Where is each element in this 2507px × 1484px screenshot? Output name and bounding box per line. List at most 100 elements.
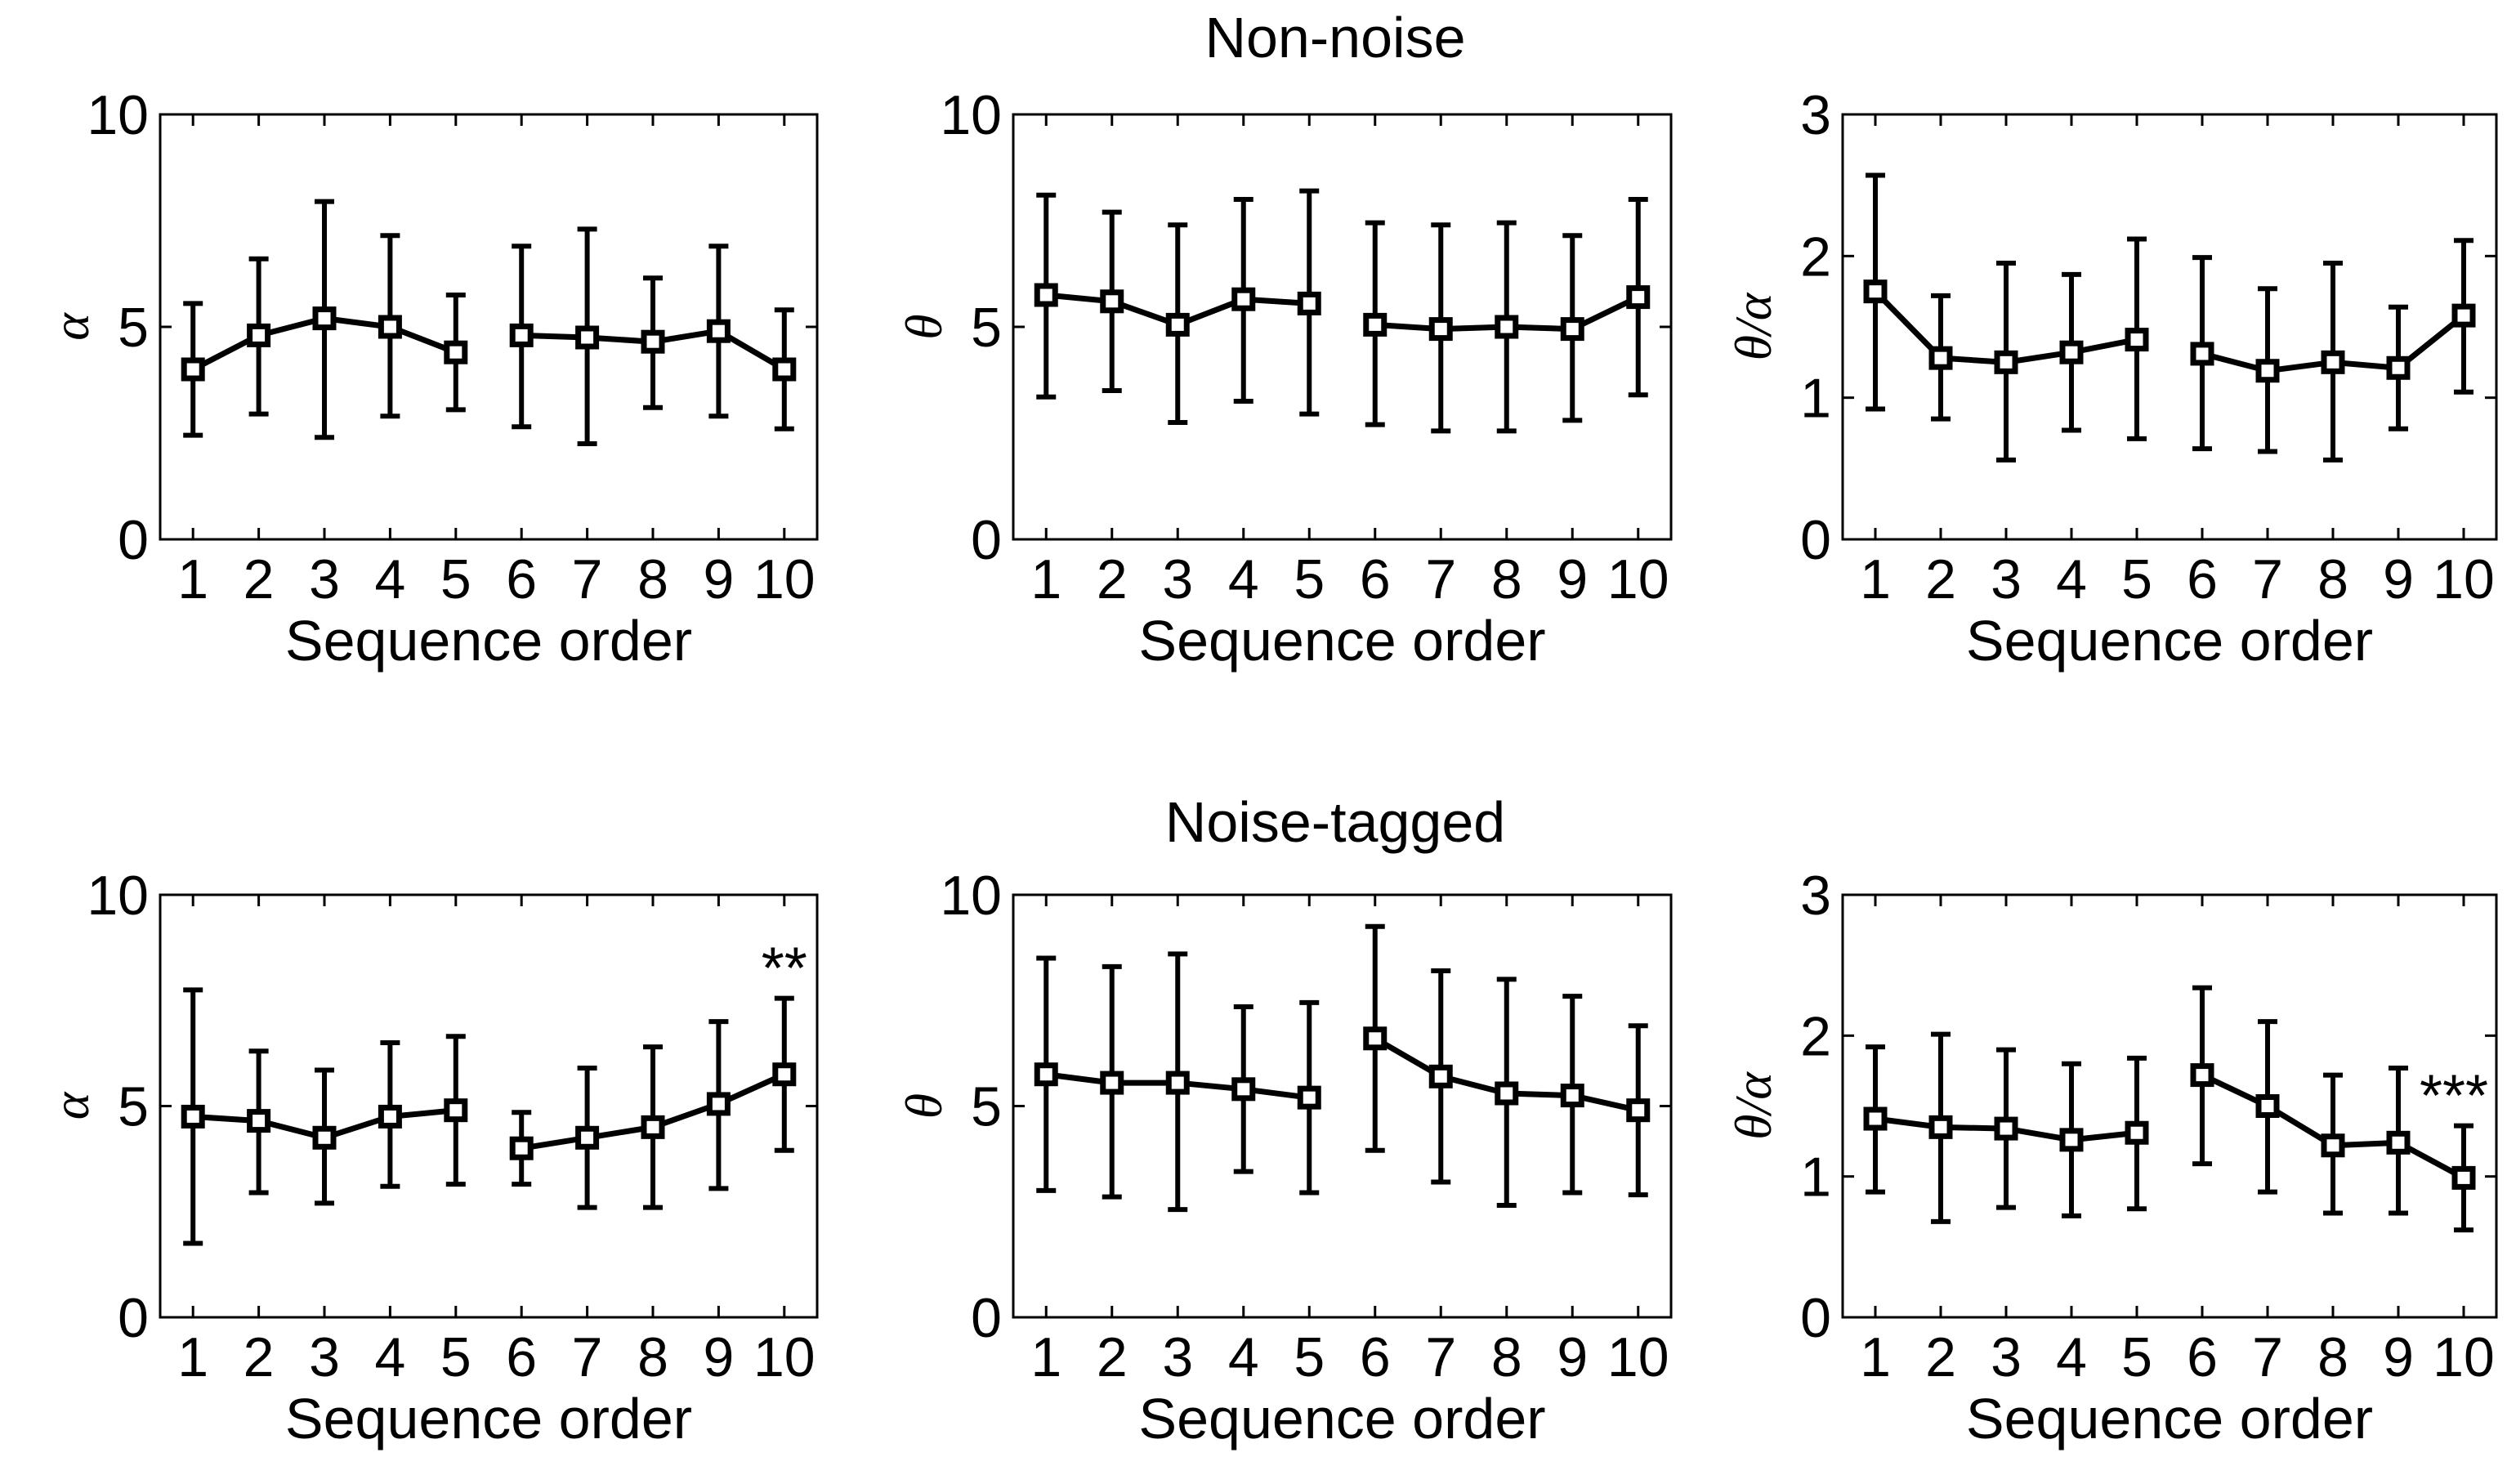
x-axis-label: Sequence order [285, 609, 692, 673]
x-tick-label: 9 [2383, 548, 2414, 610]
x-tick-label: 8 [2317, 1326, 2348, 1388]
y-tick-label: 0 [1800, 1287, 1831, 1349]
data-point [575, 325, 600, 350]
data-point [1428, 1064, 1453, 1088]
y-tick-label: 3 [1800, 84, 1831, 146]
x-tick-label: 3 [1162, 548, 1193, 610]
data-point [181, 357, 205, 382]
data-point [444, 340, 468, 364]
data-point [1231, 287, 1256, 311]
data-point [706, 1092, 731, 1116]
data-point [2059, 1128, 2084, 1152]
x-tick-label: 10 [2433, 548, 2495, 610]
data-point [1560, 317, 1584, 342]
data-point [1363, 1026, 1388, 1051]
x-tick-label: 2 [244, 548, 275, 610]
x-tick-label: 6 [506, 1326, 537, 1388]
x-tick-label: 1 [1860, 548, 1891, 610]
x-tick-label: 5 [2121, 1326, 2152, 1388]
data-point [1297, 291, 1321, 315]
x-tick-label: 8 [637, 548, 668, 610]
significance-annotation: ** [762, 936, 807, 1002]
y-axis-label: θ [895, 314, 953, 339]
y-tick-label: 1 [1800, 1147, 1831, 1209]
x-tick-label: 5 [1294, 548, 1325, 610]
x-tick-label: 1 [1030, 548, 1061, 610]
data-point [509, 1136, 534, 1160]
x-tick-label: 4 [2056, 1326, 2087, 1388]
data-point [1928, 346, 1953, 370]
data-point [2255, 1094, 2280, 1118]
significance-annotation: *** [2420, 1064, 2488, 1129]
data-point [1165, 312, 1190, 337]
data-point [2190, 1063, 2214, 1088]
data-point [312, 1125, 337, 1150]
x-tick-label: 4 [1228, 548, 1259, 610]
plot-frame [1841, 113, 2498, 541]
x-tick-label: 1 [1860, 1326, 1891, 1388]
data-point [2255, 359, 2280, 383]
x-tick-label: 4 [374, 548, 405, 610]
x-tick-label: 10 [1607, 548, 1669, 610]
y-tick-label: 10 [940, 84, 1002, 146]
x-tick-label: 10 [2433, 1326, 2495, 1388]
x-tick-label: 5 [440, 1326, 471, 1388]
y-tick-label: 10 [940, 865, 1002, 927]
x-tick-label: 7 [1425, 1326, 1456, 1388]
x-tick-label: 3 [1162, 1326, 1193, 1388]
x-tick-label: 6 [1360, 548, 1391, 610]
data-point [2321, 350, 2345, 374]
y-tick-label: 10 [87, 84, 149, 146]
data-point [1863, 279, 1888, 304]
x-tick-label: 8 [637, 1326, 668, 1388]
x-tick-label: 7 [2252, 548, 2283, 610]
y-tick-label: 0 [118, 509, 149, 571]
data-point [1560, 1084, 1584, 1108]
x-axis-label: Sequence order [1966, 1387, 2373, 1450]
x-axis-label: Sequence order [1138, 609, 1545, 673]
x-tick-label: 9 [1557, 1326, 1588, 1388]
x-tick-label: 5 [440, 548, 471, 610]
x-tick-label: 6 [2187, 1326, 2218, 1388]
data-point [2321, 1133, 2345, 1158]
data-point [1034, 283, 1058, 307]
y-axis-label: α [42, 1091, 100, 1120]
x-axis-label: Sequence order [1138, 1387, 1545, 1450]
data-point [444, 1098, 468, 1123]
y-tick-label: 0 [1800, 509, 1831, 571]
y-tick-label: 0 [971, 1287, 1002, 1349]
x-tick-label: 9 [703, 1326, 734, 1388]
y-tick-label: 1 [1800, 368, 1831, 430]
data-point [247, 323, 271, 347]
x-tick-label: 9 [2383, 1326, 2414, 1388]
row-title-non-noise: Non-noise [1204, 6, 1465, 69]
x-tick-label: 7 [2252, 1326, 2283, 1388]
data-point [575, 1125, 600, 1150]
x-tick-label: 8 [1491, 548, 1522, 610]
x-tick-label: 10 [1607, 1326, 1669, 1388]
data-point [1100, 1071, 1124, 1095]
data-point [1863, 1106, 1888, 1131]
data-point [1626, 285, 1651, 310]
data-point [2386, 1130, 2411, 1155]
x-tick-label: 1 [177, 548, 208, 610]
x-tick-label: 3 [309, 1326, 340, 1388]
y-axis-label: θ/α [1724, 1071, 1782, 1140]
data-point [772, 1062, 797, 1087]
data-point [1495, 315, 1519, 339]
data-point [706, 319, 731, 343]
x-tick-label: 8 [1491, 1326, 1522, 1388]
y-tick-label: 5 [971, 1076, 1002, 1138]
x-tick-label: 6 [1360, 1326, 1391, 1388]
data-point [2125, 1120, 2149, 1145]
data-point [1231, 1077, 1256, 1102]
y-tick-label: 0 [118, 1287, 149, 1349]
x-tick-label: 6 [2187, 548, 2218, 610]
x-tick-label: 9 [1557, 548, 1588, 610]
data-point [247, 1109, 271, 1133]
x-tick-label: 2 [1097, 1326, 1128, 1388]
